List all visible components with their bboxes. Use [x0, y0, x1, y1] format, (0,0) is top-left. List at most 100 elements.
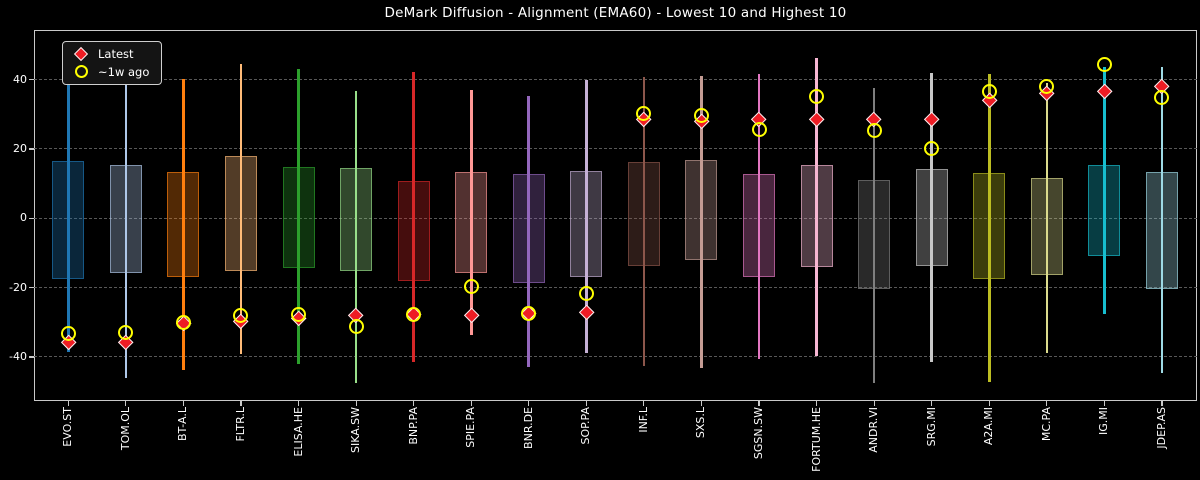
x-tick: [1103, 401, 1105, 406]
x-tick-label: SIKA.SW: [349, 407, 363, 453]
week-ago-marker: [636, 106, 652, 122]
y-tick: [29, 148, 34, 150]
x-tick-label: SGSN.SW: [752, 407, 766, 460]
y-tick: [29, 78, 34, 81]
x-tick-label: FLTR.L: [233, 407, 247, 442]
legend-item-latest: Latest: [71, 46, 149, 61]
x-tick: [413, 401, 415, 406]
legend-item-week-ago: ~1w ago: [71, 64, 149, 79]
x-tick: [355, 401, 357, 406]
y-tick-label: -40: [9, 349, 27, 363]
week-ago-marker: [233, 308, 249, 324]
week-ago-marker: [521, 305, 537, 321]
week-ago-marker: [981, 83, 997, 99]
x-tick-label: FORTUM.HE: [809, 407, 823, 472]
legend: Latest ~1w ago: [62, 41, 163, 85]
week-ago-marker: [866, 122, 882, 138]
y-tick-label: 20: [13, 141, 27, 155]
week-ago-marker: [809, 88, 825, 104]
range-whisker: [67, 49, 70, 352]
plot-area: [34, 30, 1197, 401]
range-whisker: [182, 78, 185, 371]
week-ago-marker: [291, 306, 307, 322]
range-whisker: [1045, 83, 1049, 354]
grid-line: [34, 287, 1197, 289]
x-tick-label: BT-A.L: [176, 407, 190, 441]
x-tick: [1161, 401, 1163, 406]
y-tick: [29, 356, 34, 358]
week-ago-marker: [118, 325, 134, 341]
x-tick: [1046, 401, 1048, 406]
x-tick-label: A2A.MI: [982, 407, 996, 446]
x-tick: [297, 401, 300, 406]
week-ago-marker: [1096, 56, 1112, 72]
week-ago-marker: [1039, 78, 1055, 94]
legend-icon-cell: [71, 65, 91, 78]
week-ago-marker: [578, 285, 594, 301]
legend-label-latest: Latest: [98, 46, 134, 61]
y-tick-label: 40: [13, 72, 27, 86]
x-tick-label: TOM.OL: [118, 407, 132, 451]
x-tick-label: INF.L: [636, 407, 650, 433]
x-tick-label: EVO.ST: [61, 407, 75, 447]
range-whisker: [930, 72, 933, 363]
range-whisker: [297, 69, 300, 364]
x-tick: [125, 401, 127, 406]
grid-line: [34, 148, 1197, 150]
x-tick: [470, 401, 472, 406]
x-tick-label: BNP.PA: [406, 407, 420, 445]
x-tick: [67, 401, 69, 406]
x-tick: [988, 401, 990, 406]
grid-line: [34, 79, 1197, 81]
legend-icon-cell: [71, 46, 91, 61]
chart-title: DeMark Diffusion - Alignment (EMA60) - L…: [384, 5, 847, 21]
x-tick-label: MC.PA: [1039, 407, 1053, 442]
y-tick-label: -20: [9, 280, 27, 294]
x-tick: [643, 401, 645, 406]
week-ago-marker: [175, 315, 191, 331]
range-whisker: [239, 63, 243, 354]
range-whisker: [469, 90, 473, 336]
range-whisker: [815, 58, 818, 356]
x-tick: [528, 401, 530, 406]
x-tick-label: BNR.DE: [521, 407, 535, 449]
week-ago-marker: [348, 319, 364, 335]
legend-label-week-ago: ~1w ago: [98, 64, 150, 79]
x-tick-label: JDEP.AS: [1154, 407, 1168, 449]
range-whisker: [585, 79, 588, 354]
week-ago-marker: [463, 278, 479, 294]
y-tick: [29, 287, 34, 289]
x-tick-label: ANDR.VI: [867, 407, 881, 453]
week-ago-marker: [1154, 90, 1170, 106]
range-whisker: [527, 95, 531, 368]
week-ago-circle-icon: [74, 65, 88, 78]
x-tick: [585, 401, 587, 406]
range-whisker: [700, 76, 703, 368]
range-whisker: [412, 71, 415, 362]
x-tick: [873, 401, 875, 406]
x-tick-label: IG.MI: [1097, 407, 1111, 435]
x-tick: [700, 401, 703, 406]
x-tick: [931, 401, 933, 406]
grid-line: [34, 217, 1197, 219]
range-whisker: [1103, 67, 1106, 314]
week-ago-marker: [751, 122, 767, 137]
x-tick: [240, 401, 242, 406]
grid-line: [34, 356, 1197, 358]
x-tick: [758, 401, 760, 406]
x-tick-label: SOP.PA: [579, 407, 593, 445]
week-ago-marker: [406, 306, 422, 322]
range-whisker: [124, 59, 128, 379]
latest-diamond-icon: [73, 46, 89, 61]
x-tick-label: SPIE.PA: [464, 407, 478, 448]
x-tick-label: ELISA.HE: [291, 407, 305, 457]
range-whisker: [757, 74, 761, 360]
x-tick: [182, 401, 184, 406]
range-whisker: [987, 74, 991, 383]
x-tick: [815, 401, 818, 406]
range-whisker: [1160, 66, 1164, 373]
y-tick-label: 0: [20, 211, 27, 225]
week-ago-marker: [60, 326, 76, 342]
week-ago-marker: [924, 141, 940, 157]
